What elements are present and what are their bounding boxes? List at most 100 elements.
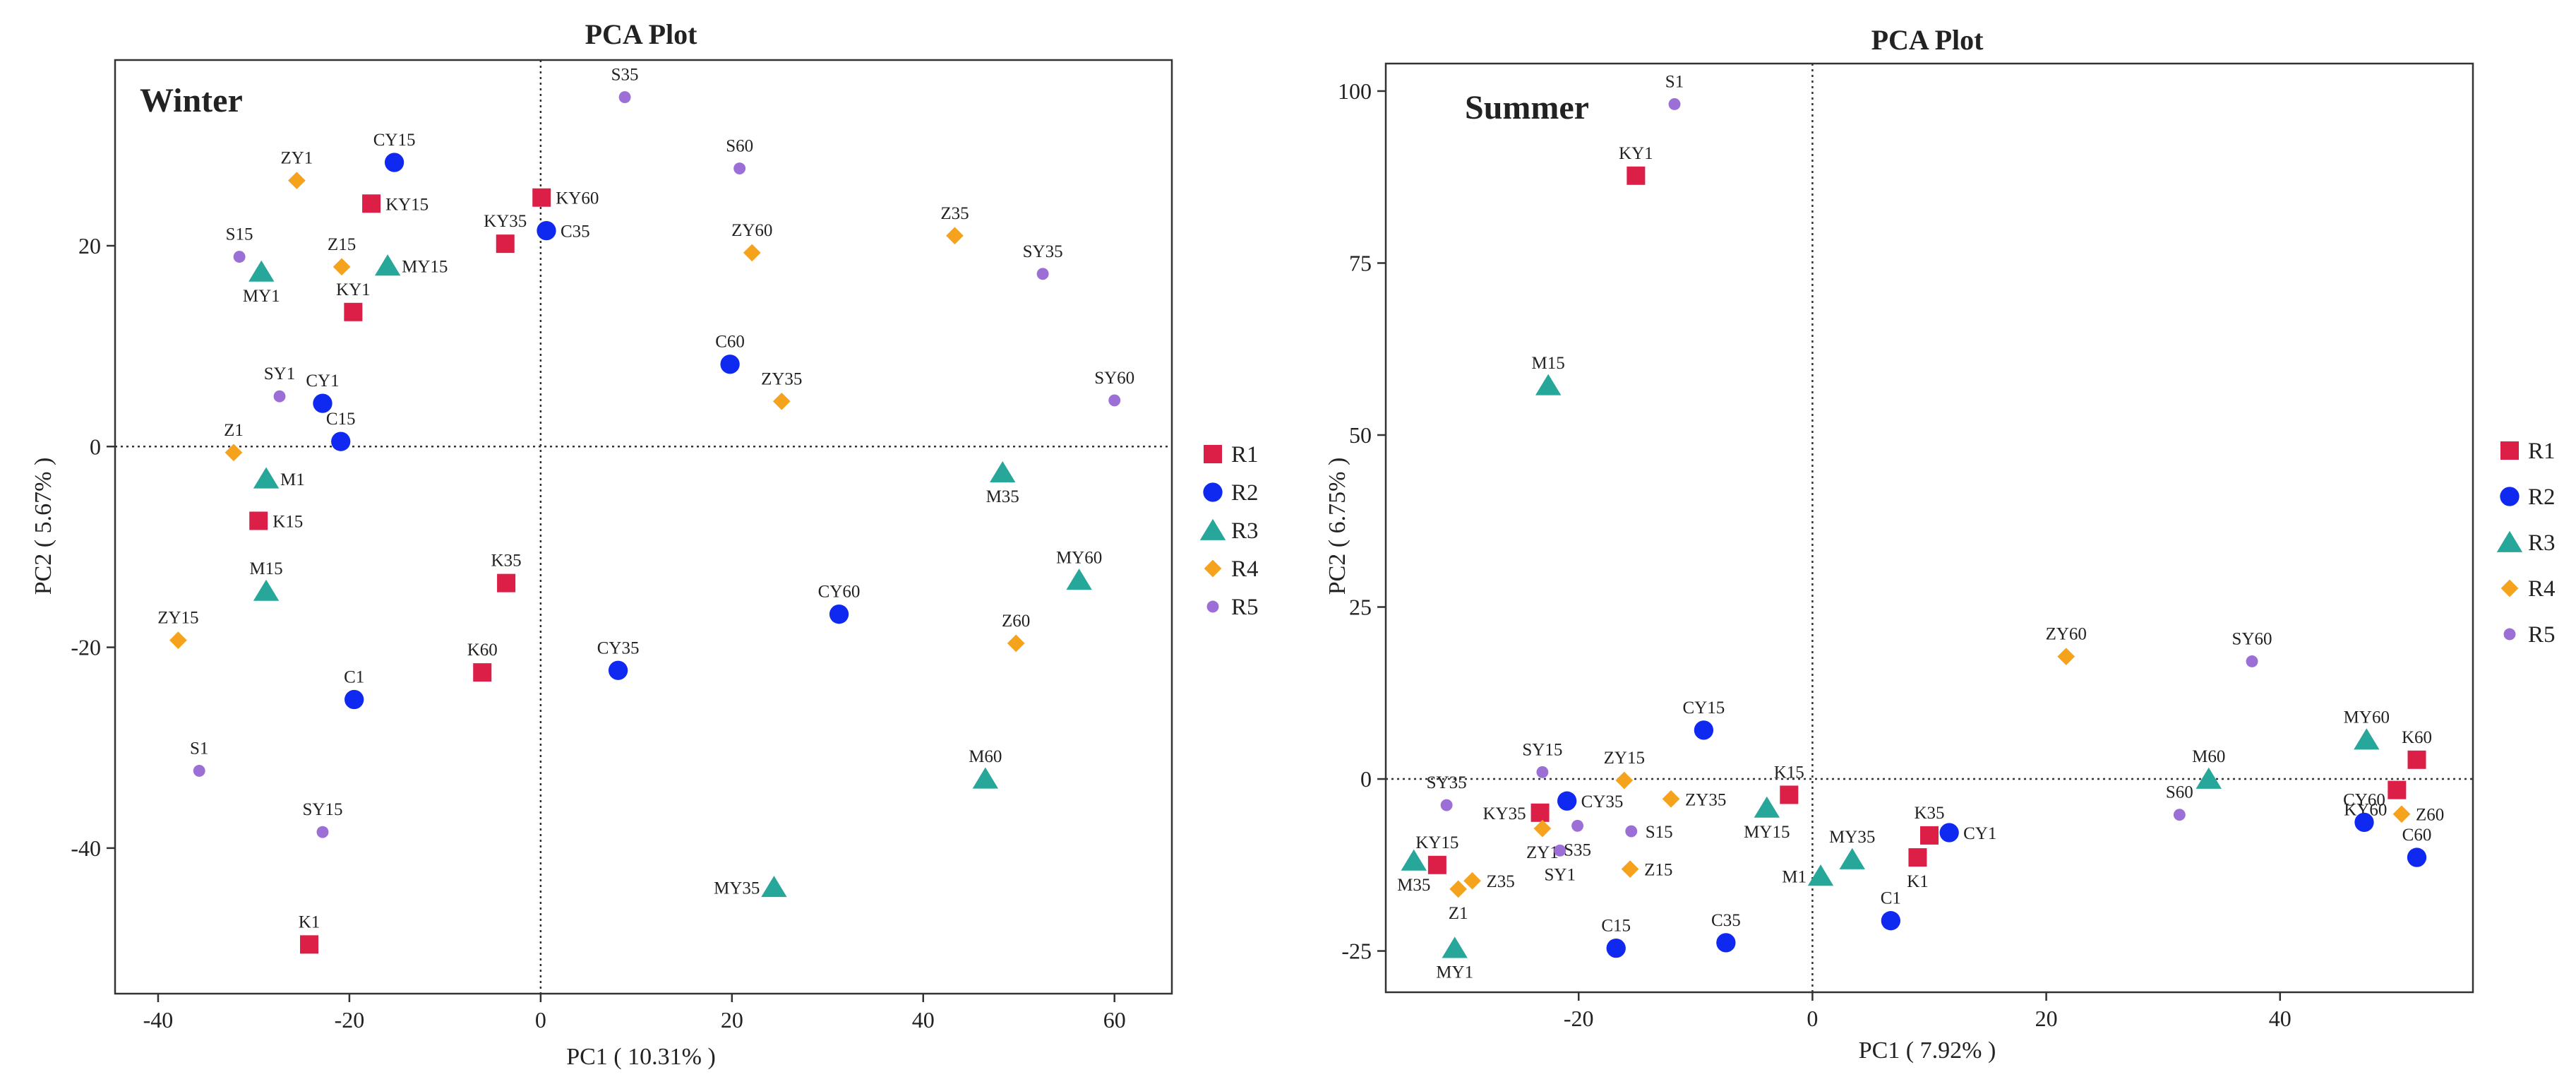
point-z60	[2392, 805, 2411, 823]
point-z15	[1621, 860, 1639, 878]
point-z15	[333, 258, 351, 276]
point-label-s35: S35	[611, 66, 639, 85]
point-c60	[720, 355, 740, 374]
point-label-cy35: CY35	[597, 638, 640, 657]
x-tick-label: 40	[2269, 1006, 2292, 1031]
point-my1	[248, 260, 275, 282]
point-label-cy60: CY60	[818, 583, 861, 602]
x-tick-label: 0	[535, 1007, 546, 1033]
point-label-ky35: KY35	[1482, 804, 1526, 823]
legend-label-r4: R4	[2528, 576, 2556, 602]
point-label-k1: K1	[299, 912, 320, 932]
point-my35	[1839, 847, 1865, 869]
point-label-m35: M35	[986, 487, 1019, 506]
point-my15	[374, 254, 401, 276]
legend-label-r3: R3	[1231, 518, 1259, 544]
point-zy15	[1615, 771, 1634, 790]
point-sy35	[1036, 268, 1049, 280]
point-label-ky1: KY1	[336, 280, 371, 299]
point-label-ky1: KY1	[1619, 144, 1653, 163]
point-label-z1: Z1	[224, 421, 244, 440]
point-label-c35: C35	[1711, 911, 1741, 930]
point-label-sy15: SY15	[302, 800, 342, 819]
x-tick-label: -40	[143, 1007, 174, 1033]
summer-plot-frame	[1384, 62, 2474, 994]
point-label-m60: M60	[969, 747, 1002, 766]
point-label-z60: Z60	[2416, 806, 2444, 825]
point-label-sy60: SY60	[1094, 369, 1134, 388]
legend-marker-r3	[1199, 518, 1226, 540]
point-label-zy35: ZY35	[761, 369, 802, 388]
point-s60	[2173, 809, 2186, 821]
point-s15	[1625, 825, 1638, 838]
point-label-z35: Z35	[1487, 872, 1515, 891]
summer-legend: R1 R2 R3 R4 R5	[2496, 439, 2556, 648]
point-label-my35: MY35	[1829, 828, 1875, 847]
point-c60	[2407, 847, 2427, 867]
point-label-k60: K60	[467, 641, 498, 660]
point-my15	[1754, 796, 1780, 818]
point-zy60	[743, 244, 761, 262]
point-cy35	[1557, 791, 1577, 811]
point-ky35	[496, 234, 515, 254]
point-label-ky15: KY15	[385, 195, 429, 214]
point-label-ky35: KY35	[484, 212, 527, 231]
point-label-m60: M60	[2192, 747, 2225, 766]
y-tick-label: -40	[71, 835, 101, 861]
point-label-m1: M1	[1782, 867, 1807, 886]
point-s35	[618, 91, 631, 104]
point-s1	[193, 764, 205, 777]
point-ky1	[344, 302, 363, 321]
point-k35	[1920, 826, 1939, 845]
point-label-k35: K35	[491, 552, 522, 571]
point-label-sy35: SY35	[1427, 773, 1467, 792]
x-tick-label: 0	[1807, 1006, 1818, 1031]
point-cy1	[1939, 823, 1959, 843]
point-z60	[1007, 634, 1025, 653]
point-c1	[1881, 911, 1901, 931]
point-label-c35: C35	[561, 222, 590, 242]
point-label-sy35: SY35	[1023, 242, 1063, 261]
point-label-z1: Z1	[1449, 904, 1468, 923]
point-label-my15: MY15	[402, 257, 448, 276]
legend-label-r2: R2	[1231, 480, 1259, 506]
point-k60	[2407, 750, 2426, 769]
point-label-s60: S60	[2166, 783, 2193, 802]
point-m35	[1401, 849, 1427, 871]
point-label-cy1: CY1	[1963, 824, 1996, 843]
point-s60	[733, 162, 746, 174]
point-label-sy60: SY60	[2232, 629, 2272, 648]
winter-panel: PCA Plot Winter PC1 ( 10.31% ) PC2 ( 5.6…	[30, 18, 1259, 1070]
point-cy15	[1694, 720, 1714, 740]
point-k60	[473, 663, 492, 682]
point-label-ky60: KY60	[556, 189, 599, 208]
legend-marker-r4	[1204, 559, 1222, 578]
point-label-k60: K60	[2402, 728, 2432, 747]
legend-marker-r5	[1206, 600, 1219, 613]
y-tick-label: 0	[90, 434, 101, 459]
point-z35	[946, 227, 964, 245]
point-label-cy60: CY60	[2343, 790, 2385, 809]
point-label-cy15: CY15	[1683, 698, 1725, 718]
point-label-zy1: ZY1	[1526, 843, 1559, 862]
point-sy1	[273, 390, 286, 403]
point-label-s1: S1	[1665, 72, 1684, 91]
legend-label-r4: R4	[1231, 557, 1259, 582]
point-k15	[1780, 785, 1799, 804]
point-ky15	[362, 194, 381, 213]
legend-marker-r1	[1204, 445, 1222, 463]
legend-label-r5: R5	[1231, 595, 1259, 620]
point-c15	[331, 432, 351, 451]
point-zy60	[2057, 648, 2075, 666]
summer-chart-title: PCA Plot	[1871, 24, 1984, 56]
point-label-cy15: CY15	[373, 131, 416, 150]
point-label-k15: K15	[272, 512, 303, 531]
point-m1	[253, 467, 280, 489]
point-k1	[300, 935, 319, 954]
point-cy35	[608, 660, 628, 680]
point-label-c1: C1	[344, 667, 364, 686]
point-ky60	[2388, 780, 2407, 799]
point-cy60	[2354, 812, 2374, 833]
point-label-zy60: ZY60	[731, 221, 772, 240]
point-m60	[972, 767, 999, 789]
